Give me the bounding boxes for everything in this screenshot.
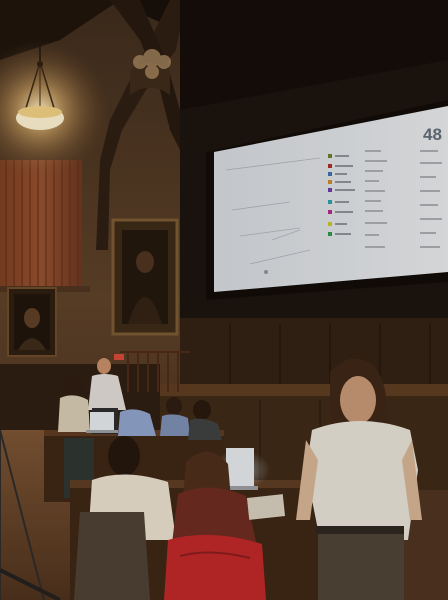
seated-person (118, 393, 156, 436)
laptop (222, 448, 258, 490)
laptop (86, 412, 118, 433)
slide-legend (264, 150, 442, 274)
exit-sign (114, 354, 124, 360)
slide-content (225, 157, 321, 265)
pendant-lamp-icon (16, 61, 64, 130)
slide-number: 48 (423, 125, 442, 144)
projector-screen-icon (206, 100, 448, 300)
portrait-frame-icon (7, 287, 57, 357)
standing-person (296, 358, 422, 600)
projector-screen (214, 106, 448, 292)
ceiling-ornament-icon (133, 49, 171, 79)
stage-paneling (180, 318, 448, 388)
red-jacket (164, 534, 266, 600)
papers (246, 494, 286, 520)
portrait-frame-icon (111, 218, 179, 336)
chair (74, 512, 150, 600)
seated-person (160, 397, 190, 436)
tripod (0, 429, 45, 600)
seated-person (188, 400, 222, 440)
seated-person (58, 375, 90, 432)
